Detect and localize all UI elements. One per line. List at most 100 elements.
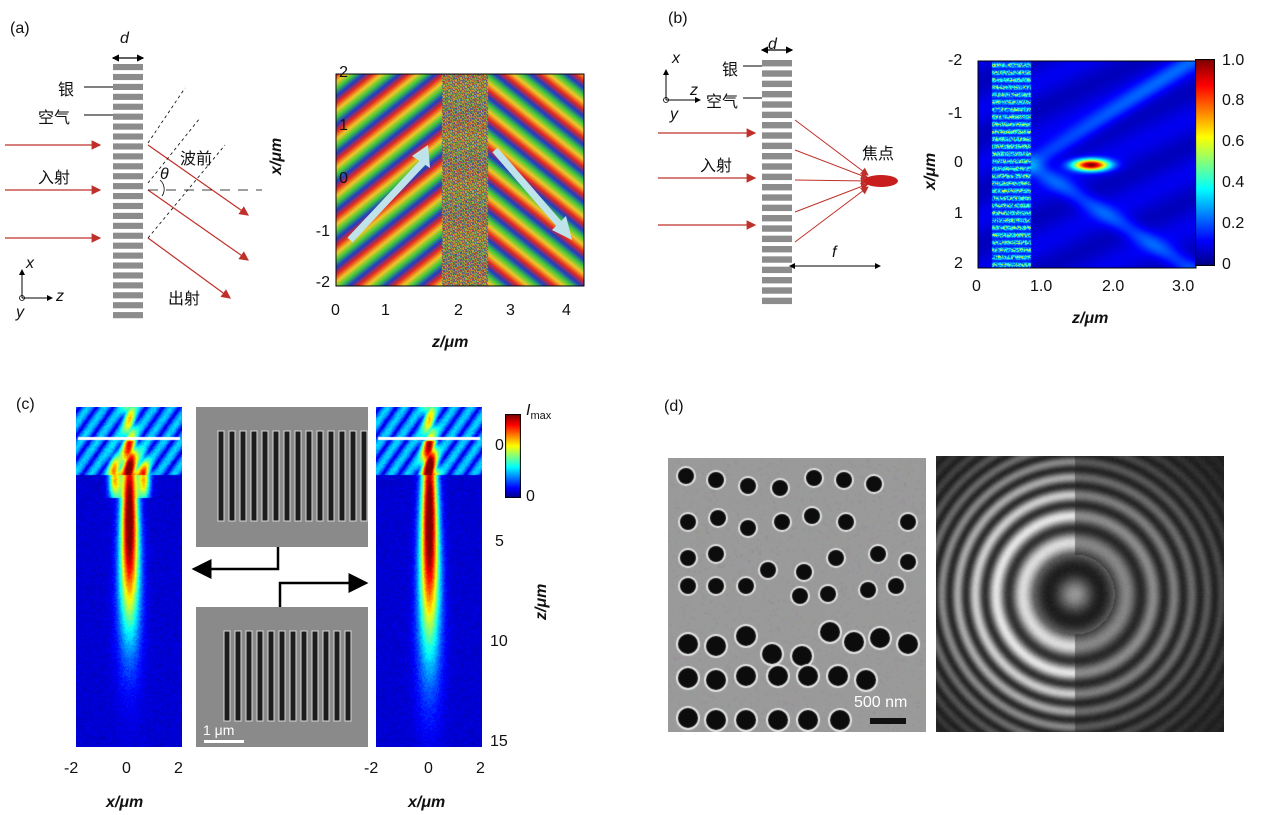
grating-layer	[762, 153, 792, 159]
grating-layer	[113, 114, 143, 120]
thickness-label: d	[120, 30, 129, 48]
grating-layer	[762, 236, 792, 242]
switch-arrows	[180, 540, 380, 620]
grating-layer	[762, 256, 792, 262]
focus-ray	[795, 180, 868, 181]
grating-layer	[762, 163, 792, 169]
silver-label: 银	[58, 76, 74, 100]
scale-bar-c	[204, 740, 244, 743]
grating-layer	[113, 163, 143, 169]
panel-b-schematic	[640, 0, 940, 330]
xtick-c-right: 0	[424, 760, 433, 778]
grating-slit	[290, 631, 296, 721]
grating-layer	[762, 287, 792, 293]
xtick-b: 3.0	[1172, 278, 1194, 296]
sem-grating-top	[196, 407, 368, 547]
grating-slit	[350, 431, 356, 521]
outgoing-wave-arrow	[495, 150, 560, 225]
grating-layer	[762, 215, 792, 221]
xtick-c-left: 0	[122, 760, 131, 778]
zlabel-c: z/μm	[533, 584, 551, 620]
scale-bar-d-label: 500 nm	[854, 694, 907, 712]
grating-layer	[113, 183, 143, 189]
grating-slit	[323, 631, 329, 721]
cbar-b-tick: 0.2	[1222, 215, 1244, 233]
focus-ray	[795, 184, 868, 212]
panel-c-label: (c)	[16, 396, 35, 414]
xtick-c-right: 2	[476, 760, 485, 778]
focus-label: 焦点	[862, 140, 894, 164]
grating-layer	[113, 243, 143, 249]
cbar-b-tick: 0.6	[1222, 133, 1244, 151]
grating-slit	[361, 431, 367, 521]
ytick-b: -1	[948, 105, 962, 123]
grating-layer	[113, 153, 143, 159]
grating-slit	[306, 431, 312, 521]
xtick-a-0: 0	[331, 302, 340, 320]
grating-layer	[113, 213, 143, 219]
grating-layer	[762, 194, 792, 200]
colorbar-b	[1195, 59, 1215, 266]
grating-layer	[113, 253, 143, 259]
grating-layer	[113, 133, 143, 139]
beam-intensity-left	[76, 407, 182, 747]
focus-ray	[795, 187, 868, 242]
grating-layer	[762, 184, 792, 190]
cbar-b-tick: 1.0	[1222, 52, 1244, 70]
grating-slit	[295, 431, 301, 521]
ytick-b: 2	[954, 255, 963, 273]
multilayer-grating	[113, 64, 143, 318]
ztick-c: 5	[495, 533, 504, 551]
grating-slit	[229, 431, 235, 521]
grating-layer	[113, 302, 143, 308]
incident-label: 入射	[700, 152, 732, 176]
grating-layer	[113, 104, 143, 110]
axis-y-label: y	[670, 106, 678, 124]
grating-layer	[113, 193, 143, 199]
grating-slit	[235, 631, 241, 721]
interference-rings-image	[936, 456, 1224, 732]
grating-layer	[762, 246, 792, 252]
grating-layer	[113, 64, 143, 70]
grating-slit	[218, 431, 224, 521]
beam-intensity-right	[376, 407, 482, 747]
thickness-label: d	[768, 36, 777, 54]
grating-layer	[113, 203, 143, 209]
focal-length-label: f	[832, 244, 836, 262]
xtick-b: 2.0	[1102, 278, 1124, 296]
outgoing-label: 出射	[168, 285, 200, 309]
ytick-a-4: -2	[310, 274, 330, 292]
grating-layer	[762, 81, 792, 87]
ylabel-b: x/μm	[922, 153, 940, 190]
ztick-c: 15	[490, 733, 508, 751]
xtick-a-1: 1	[381, 302, 390, 320]
grating-layer	[113, 84, 143, 90]
xtick-b: 1.0	[1030, 278, 1052, 296]
grating-slit	[312, 631, 318, 721]
xtick-a-4: 4	[562, 302, 571, 320]
wavefront-label: 波前	[180, 145, 212, 169]
ytick-a-2: 0	[328, 170, 348, 188]
ztick-c: 0	[495, 437, 504, 455]
xtick-a-3: 3	[506, 302, 515, 320]
grating-slit	[262, 431, 268, 521]
ytick-b: 1	[954, 205, 963, 223]
cbar-b-tick: 0	[1222, 256, 1231, 274]
xtick-c-left: -2	[64, 760, 78, 778]
grating-layer	[762, 122, 792, 128]
arrow-to-right	[280, 583, 366, 607]
grating-slit	[339, 431, 345, 521]
xlabel-c-left: x/μm	[106, 794, 143, 812]
grating-slit	[328, 431, 334, 521]
grating-slit	[317, 431, 323, 521]
grating-layer	[113, 94, 143, 100]
grating-slit	[273, 431, 279, 521]
grating-layer	[113, 272, 143, 278]
grating-layer	[762, 60, 792, 66]
grating-layer	[762, 174, 792, 180]
grating-layer	[762, 112, 792, 118]
grating-layer	[762, 143, 792, 149]
grating-layer	[113, 292, 143, 298]
focus-ray	[795, 150, 868, 178]
grating-slit	[257, 631, 263, 721]
